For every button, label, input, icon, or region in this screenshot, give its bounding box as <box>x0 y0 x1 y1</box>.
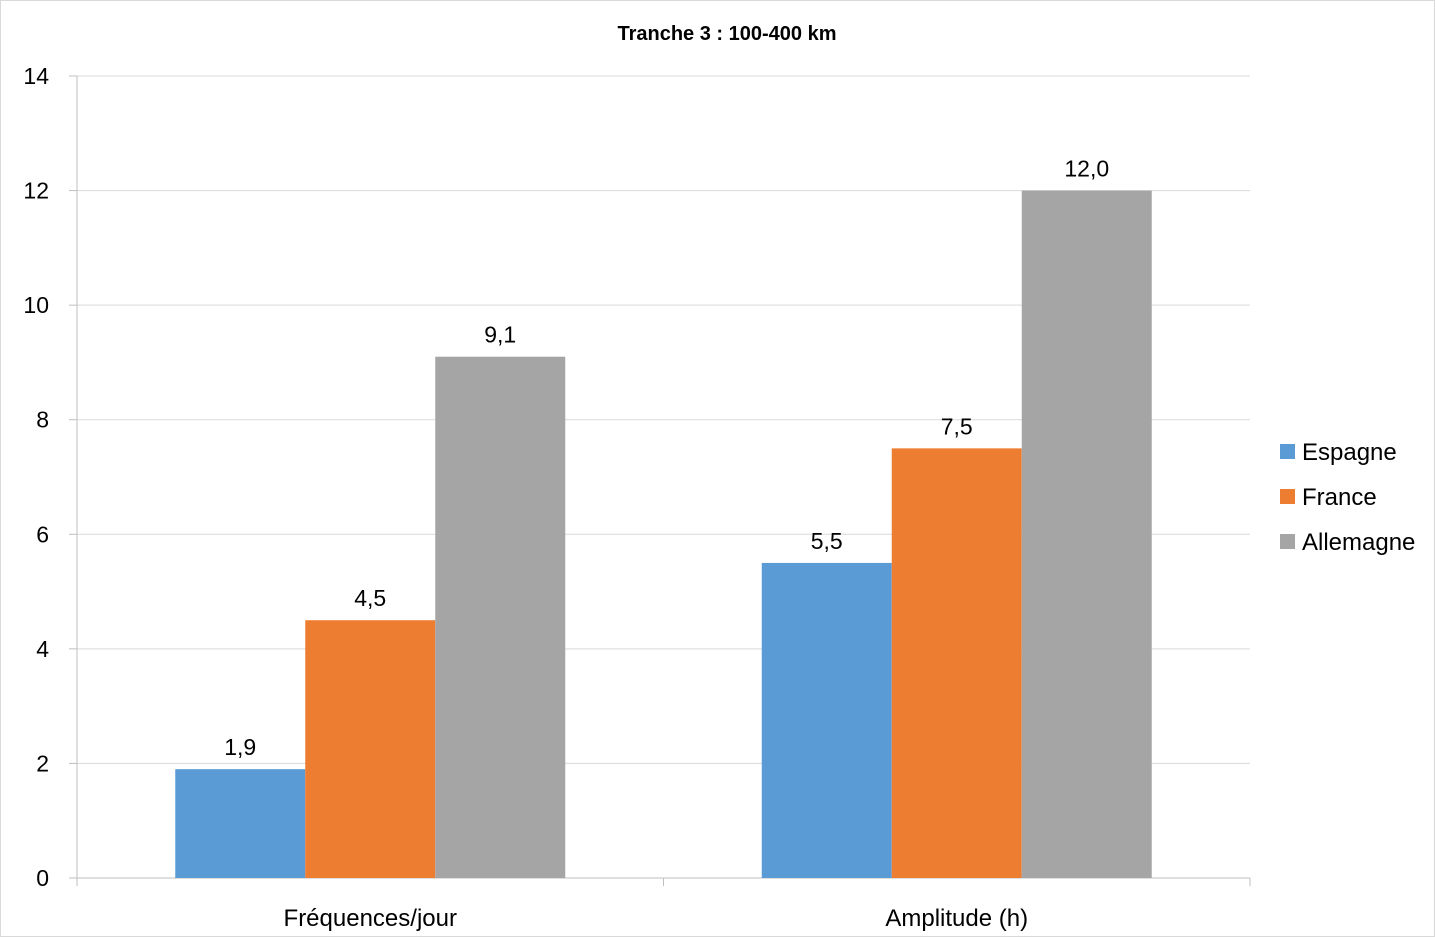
bar-allemagne-1 <box>1021 190 1152 879</box>
x-category-label: Fréquences/jour <box>284 905 457 932</box>
y-tick-label: 2 <box>36 750 49 776</box>
y-tick-label: 4 <box>36 636 49 662</box>
data-label: 4,5 <box>354 585 386 611</box>
y-tick-label: 8 <box>36 407 49 433</box>
legend-label-espagne: Espagne <box>1302 439 1397 466</box>
y-tick-label: 12 <box>23 178 49 204</box>
bar-espagne-0 <box>175 769 306 878</box>
data-labels: 1,9 5,5 4,5 7,5 9,1 12,0 <box>224 156 1109 761</box>
y-tick-label: 0 <box>36 865 49 891</box>
chart-title: Tranche 3 : 100-400 km <box>617 23 836 45</box>
legend-swatch-espagne <box>1280 444 1295 459</box>
x-category-label: Amplitude (h) <box>885 905 1028 932</box>
y-tick-label: 6 <box>36 521 49 547</box>
bar-allemagne-0 <box>435 356 566 878</box>
legend-label-france: France <box>1302 484 1377 511</box>
data-label: 12,0 <box>1064 156 1109 182</box>
legend-swatch-allemagne <box>1280 534 1295 549</box>
bar-france-0 <box>305 620 436 878</box>
legend-swatch-france <box>1280 489 1295 504</box>
y-tick-label: 14 <box>23 63 49 89</box>
data-label: 5,5 <box>811 528 843 554</box>
data-label: 1,9 <box>224 734 256 760</box>
legend: Espagne France Allemagne <box>1280 439 1415 556</box>
legend-label-allemagne: Allemagne <box>1302 529 1415 556</box>
data-label: 7,5 <box>941 413 973 439</box>
bar-france-1 <box>891 448 1022 878</box>
y-tick-label: 10 <box>23 292 49 318</box>
bars <box>175 190 1152 879</box>
data-label: 9,1 <box>484 322 516 348</box>
bar-espagne-1 <box>761 562 892 878</box>
